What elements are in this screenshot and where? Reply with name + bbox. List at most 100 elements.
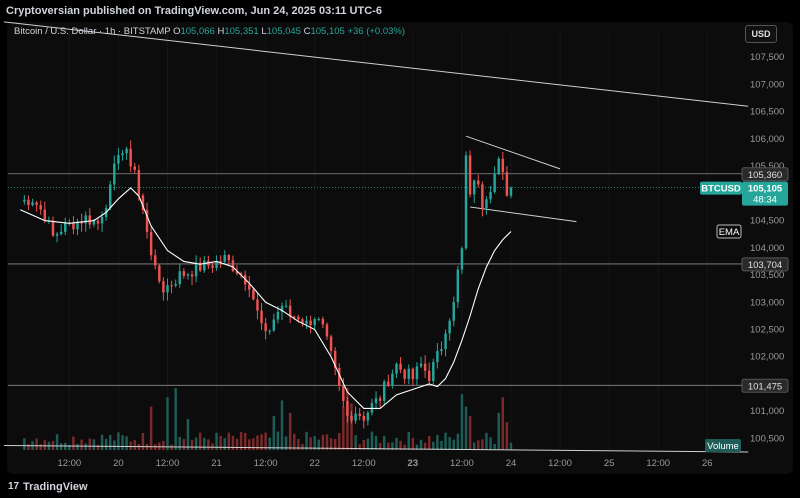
volume-bar [129, 441, 132, 450]
volume-bar [481, 439, 484, 450]
candle-body [472, 180, 476, 195]
candle-body [444, 333, 447, 350]
volume-bar [485, 432, 488, 450]
volume-bar [338, 433, 341, 450]
volume-bar [182, 439, 186, 450]
price-axis-label: 101,000 [750, 406, 784, 417]
candle-body [395, 363, 398, 374]
candle-body [92, 220, 96, 225]
volume-bar [72, 436, 75, 450]
high-label: H [217, 26, 225, 37]
candle-body [145, 209, 149, 232]
open-value: 105,066 [180, 26, 215, 37]
candle-body [100, 216, 104, 224]
volume-bar [80, 439, 83, 450]
volume-bar [358, 444, 361, 450]
btcusd-symbol-text: BTCUSD [701, 184, 741, 195]
candle-body [497, 158, 500, 174]
volume-bar [436, 434, 439, 450]
currency-button[interactable]: USD [745, 25, 777, 43]
volume-bar [76, 443, 79, 450]
close-value: 105,105 [310, 26, 345, 37]
candle-body [211, 265, 214, 268]
time-axis-label: 12:00 [646, 458, 670, 469]
candle-body [109, 184, 112, 208]
ema-line [20, 187, 512, 409]
footer [0, 474, 800, 498]
price-axis-label: 104,000 [750, 243, 784, 254]
candle-body [391, 373, 394, 386]
volume-bar [121, 435, 124, 450]
volume-bar [317, 439, 321, 450]
volume-bar [166, 397, 169, 450]
chart-area[interactable] [7, 22, 793, 474]
candle-body [342, 385, 345, 402]
candle-body [72, 222, 75, 230]
candle-body [485, 199, 488, 209]
time-axis-label: 22 [309, 458, 320, 469]
volume-bar [39, 444, 42, 450]
candle-body [125, 148, 128, 154]
candle-body [284, 305, 288, 307]
candle-body [203, 260, 206, 271]
horizontal-levels [8, 173, 742, 386]
candle-body [162, 281, 165, 293]
volume-bar [325, 434, 329, 450]
ema-label-tag [716, 224, 742, 239]
volume-bar [456, 433, 460, 450]
tradingview-brand: TradingView [23, 481, 88, 493]
candle-body [170, 285, 173, 287]
volume-bar [109, 434, 112, 450]
time-axis-label: 12:00 [450, 458, 474, 469]
candle-body [440, 349, 443, 352]
candle-body [178, 271, 181, 285]
volume-bar [501, 397, 505, 450]
candle-body [141, 195, 145, 210]
volume-bar [207, 439, 210, 450]
volume-bar [387, 442, 390, 450]
volume-label-text: Volume [707, 441, 739, 452]
price-axis-label: 107,500 [750, 52, 784, 63]
time-axis-label: 24 [506, 458, 517, 469]
candle-body [227, 255, 231, 261]
volume-bar [333, 438, 337, 450]
level-tag-low-text: 101,475 [748, 381, 782, 392]
volume-bar [489, 437, 492, 450]
volume-bar [407, 431, 410, 450]
flag-lower-line [470, 206, 577, 223]
volume-bar [243, 432, 247, 450]
long-descending-line [3, 21, 749, 107]
volume-bar [43, 440, 47, 450]
candle-body [248, 284, 251, 290]
volume-bar [288, 412, 292, 450]
volume-bar [395, 437, 398, 450]
candle-body [505, 172, 509, 196]
candle-body [297, 316, 300, 320]
candle-body [403, 369, 406, 379]
volume-bar [350, 403, 353, 450]
candle-body [387, 381, 390, 386]
price-axis-label: 106,000 [750, 134, 784, 145]
candle-body [133, 166, 136, 170]
volume-bar [223, 438, 226, 450]
candle-body [121, 153, 124, 156]
volume-bar [493, 443, 496, 450]
volume-bar [276, 431, 280, 450]
volume-bar [448, 436, 451, 450]
volume-bar [235, 438, 239, 450]
trendlines [3, 21, 749, 453]
candle-body [219, 260, 222, 262]
volume-label-tag [705, 439, 741, 452]
price-axis-label: 102,000 [750, 352, 784, 363]
volume-bar [55, 434, 59, 450]
candle-body [350, 415, 353, 421]
volume-bar [391, 442, 394, 450]
price-axis-label: 102,500 [750, 324, 784, 335]
open-label: O [173, 26, 181, 37]
candle-body [329, 336, 333, 351]
candle-body [317, 318, 321, 320]
candle-body [333, 350, 337, 368]
